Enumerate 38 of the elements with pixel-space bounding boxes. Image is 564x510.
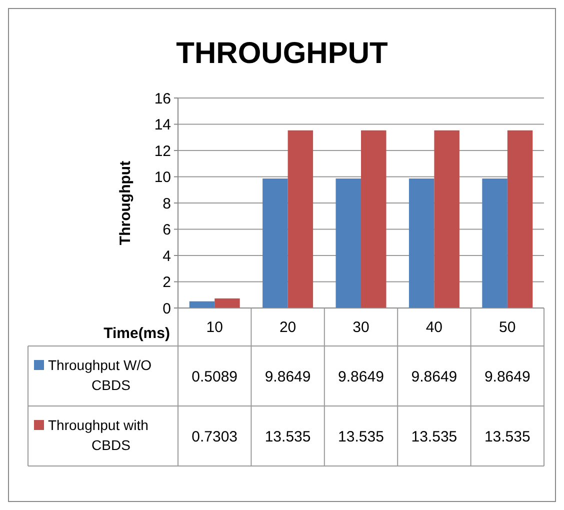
y-axis-title: Throughput <box>117 160 134 246</box>
data-label: 0.5089 <box>192 368 238 386</box>
bar <box>262 178 288 308</box>
bar <box>361 130 386 308</box>
bar <box>434 130 460 308</box>
y-tick-label: 2 <box>162 274 171 291</box>
bar <box>214 298 240 308</box>
x-tick-label: 10 <box>206 319 223 336</box>
x-tick-label: 20 <box>279 319 296 336</box>
data-label: 13.535 <box>411 428 458 446</box>
data-label: 0.7303 <box>192 428 238 446</box>
data-label: 9.8649 <box>264 368 311 386</box>
y-tick-label: 10 <box>154 169 171 186</box>
y-tick-label: 14 <box>154 116 171 134</box>
y-tick-label: 8 <box>162 195 171 212</box>
legend-label: Throughput W/O CBDS <box>48 357 152 393</box>
bar <box>336 178 361 308</box>
chart-title: THROUGHPUT <box>176 37 388 70</box>
y-tick-label: 12 <box>154 142 171 160</box>
data-label: 9.8649 <box>484 368 530 386</box>
data-label: 13.535 <box>338 428 384 446</box>
y-tick-label: 4 <box>162 248 171 265</box>
legend-label: Throughput with CBDS <box>48 417 148 453</box>
bar <box>288 130 314 308</box>
y-tick-label: 6 <box>162 222 171 238</box>
bar <box>408 178 434 308</box>
data-label: 9.8649 <box>338 368 384 386</box>
x-tick-label: 50 <box>499 319 516 336</box>
bar <box>507 130 533 308</box>
data-label: 13.535 <box>484 428 530 446</box>
y-tick-label: 0 <box>162 300 171 318</box>
y-tick-label: 16 <box>154 90 171 108</box>
data-label: 13.535 <box>264 428 311 446</box>
bar <box>482 178 508 308</box>
x-tick-label: 30 <box>352 319 370 336</box>
x-axis-title: Time(ms) <box>104 325 170 342</box>
x-tick-label: 40 <box>426 319 443 336</box>
data-label: 9.8649 <box>411 368 458 386</box>
